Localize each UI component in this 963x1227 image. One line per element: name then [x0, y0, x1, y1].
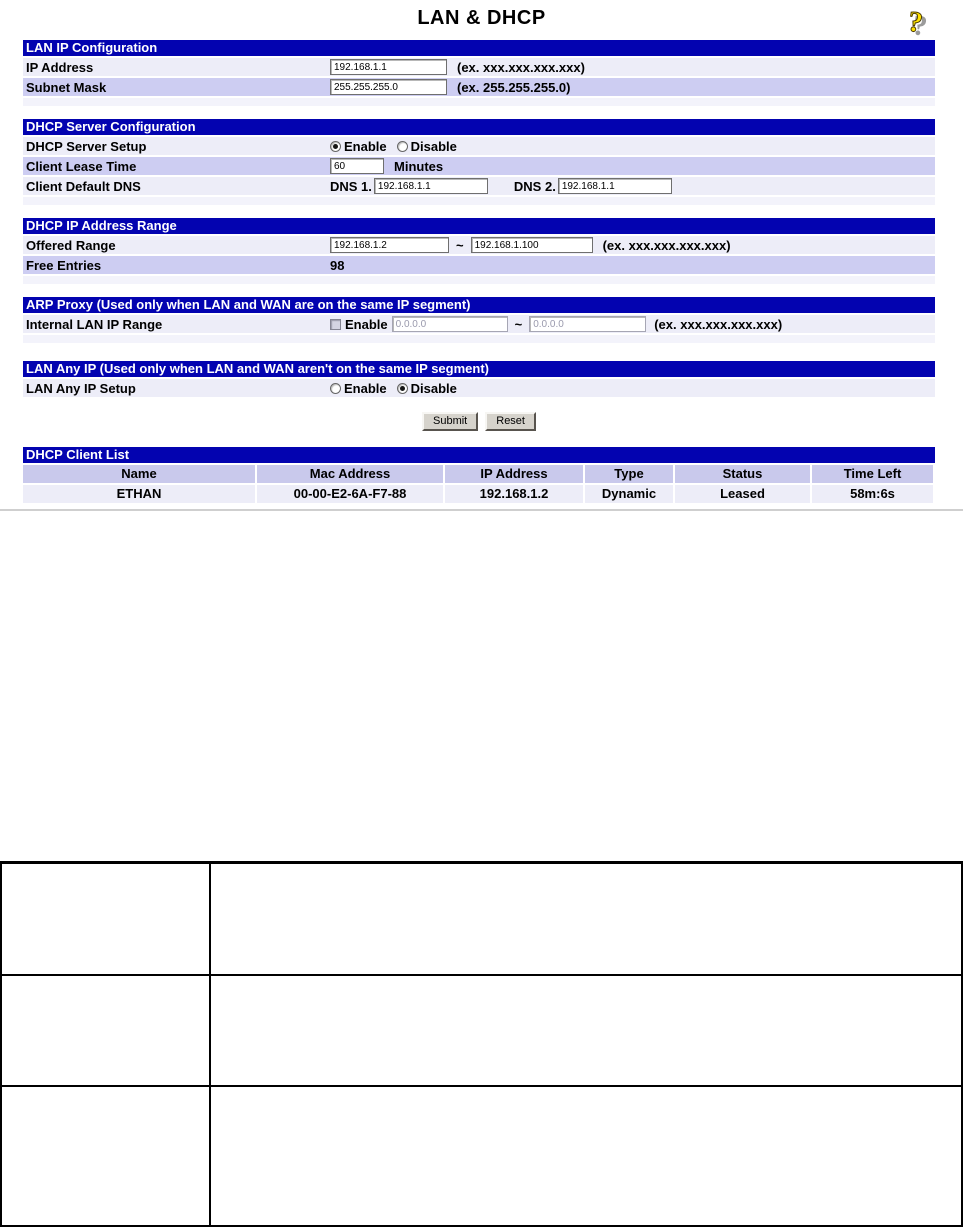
client-time-left-cell: 58m:6s	[812, 485, 933, 503]
button-row: Submit Reset	[23, 412, 935, 431]
format-hint: (ex. 255.255.255.0)	[457, 79, 571, 95]
section-header-lan-ip: LAN IP Configuration	[23, 40, 935, 56]
arp-range-to-input[interactable]	[529, 316, 647, 332]
client-mac-cell: 00-00-E2-6A-F7-88	[257, 485, 443, 503]
section-end-strip	[23, 197, 935, 205]
column-header-ip: IP Address	[445, 465, 583, 483]
column-header-status: Status	[675, 465, 810, 483]
field-label: Free Entries	[26, 257, 102, 273]
column-header-type: Type	[585, 465, 673, 483]
doc-table-cell	[209, 1084, 963, 1227]
field-label: Internal LAN IP Range	[26, 316, 163, 332]
arp-enable-checkbox[interactable]	[330, 318, 341, 330]
subnet-mask-input[interactable]	[330, 79, 447, 95]
reset-button[interactable]: Reset	[485, 412, 536, 431]
radio-label: Enable	[344, 380, 387, 396]
internal-lan-ip-range-row: Internal LAN IP Range Enable ~ (ex. xxx.…	[23, 315, 935, 333]
help-icon[interactable]: ? ?	[903, 4, 937, 43]
screenshot-bottom-divider	[0, 509, 963, 511]
client-type-cell: Dynamic	[585, 485, 673, 503]
doc-table-cell	[209, 861, 963, 976]
lan-any-ip-setup-row: LAN Any IP Setup Enable Disable	[23, 379, 935, 397]
section-header-dhcp-range: DHCP IP Address Range	[23, 218, 935, 234]
doc-table-row	[0, 861, 963, 976]
free-entries-value: 98	[330, 257, 345, 273]
client-table-header-row: Name Mac Address IP Address Type Status …	[23, 465, 935, 483]
dhcp-disable-radio[interactable]	[396, 140, 408, 152]
field-label: Client Lease Time	[26, 158, 137, 174]
tilde-separator: ~	[514, 316, 523, 332]
client-status-cell: Leased	[675, 485, 810, 503]
ip-address-input[interactable]	[330, 59, 447, 75]
dns2-input[interactable]	[557, 178, 672, 194]
format-hint: (ex. xxx.xxx.xxx.xxx)	[457, 59, 585, 75]
section-header-lan-any-ip: LAN Any IP (Used only when LAN and WAN a…	[23, 361, 935, 377]
doc-table-cell	[0, 1084, 211, 1227]
section-end-strip	[23, 98, 935, 106]
doc-table	[0, 861, 963, 1227]
page-title: LAN & DHCP	[417, 7, 546, 29]
title-bar: LAN & DHCP ? ?	[0, 0, 963, 43]
dhcp-server-setup-row: DHCP Server Setup Enable Disable	[23, 137, 935, 155]
dns2-label: DNS 2.	[513, 178, 556, 194]
lease-time-input[interactable]	[330, 158, 384, 174]
section-header-dhcp-server: DHCP Server Configuration	[23, 119, 935, 135]
submit-button[interactable]: Submit	[422, 412, 479, 431]
svg-text:?: ?	[910, 9, 929, 42]
dns1-input[interactable]	[373, 178, 488, 194]
section-end-strip	[23, 276, 935, 284]
column-header-name: Name	[23, 465, 255, 483]
field-label: Subnet Mask	[26, 79, 107, 95]
tilde-separator: ~	[456, 237, 464, 253]
field-label: LAN Any IP Setup	[26, 380, 136, 396]
client-default-dns-row: Client Default DNS DNS 1. DNS 2.	[23, 177, 935, 195]
column-header-time-left: Time Left	[812, 465, 933, 483]
free-entries-row: Free Entries 98	[23, 256, 935, 274]
field-label: DHCP Server Setup	[26, 138, 147, 154]
client-name-cell: ETHAN	[23, 485, 255, 503]
svg-text:?: ?	[906, 5, 925, 39]
offered-range-from-input[interactable]	[330, 237, 449, 253]
offered-range-row: Offered Range ~ (ex. xxx.xxx.xxx.xxx)	[23, 236, 935, 254]
doc-table-cell	[209, 973, 963, 1087]
lan-any-ip-enable-radio[interactable]	[330, 382, 341, 394]
section-end-strip	[23, 335, 935, 343]
field-label: Client Default DNS	[26, 178, 141, 194]
lease-unit-label: Minutes	[394, 158, 444, 174]
format-hint: (ex. xxx.xxx.xxx.xxx)	[602, 237, 731, 253]
form-content: LAN IP Configuration IP Address (ex. xxx…	[0, 40, 963, 511]
column-header-mac: Mac Address	[257, 465, 443, 483]
section-header-arp-proxy: ARP Proxy (Used only when LAN and WAN ar…	[23, 297, 935, 313]
offered-range-to-input[interactable]	[470, 237, 593, 253]
arp-range-from-input[interactable]	[391, 316, 508, 332]
field-label: IP Address	[26, 59, 94, 75]
checkbox-label: Enable	[345, 316, 388, 332]
ip-address-row: IP Address (ex. xxx.xxx.xxx.xxx)	[23, 58, 935, 76]
client-lease-time-row: Client Lease Time Minutes	[23, 157, 935, 175]
dhcp-client-list: DHCP Client List Name Mac Address IP Add…	[23, 447, 935, 503]
doc-table-cell	[0, 973, 211, 1087]
doc-table-row	[0, 1084, 963, 1227]
client-ip-cell: 192.168.1.2	[445, 485, 583, 503]
lan-any-ip-disable-radio[interactable]	[396, 382, 408, 394]
subnet-mask-row: Subnet Mask (ex. 255.255.255.0)	[23, 78, 935, 96]
radio-label: Disable	[410, 380, 457, 396]
dns1-label: DNS 1.	[330, 178, 372, 194]
client-table-row: ETHAN 00-00-E2-6A-F7-88 192.168.1.2 Dyna…	[23, 485, 935, 503]
section-header-client-list: DHCP Client List	[23, 447, 935, 463]
field-label: Offered Range	[26, 237, 116, 253]
format-hint: (ex. xxx.xxx.xxx.xxx)	[654, 316, 783, 332]
radio-label: Enable	[344, 138, 387, 154]
doc-table-cell	[0, 861, 211, 976]
dhcp-enable-radio[interactable]	[330, 140, 341, 152]
doc-table-row	[0, 973, 963, 1087]
radio-label: Disable	[410, 138, 457, 154]
